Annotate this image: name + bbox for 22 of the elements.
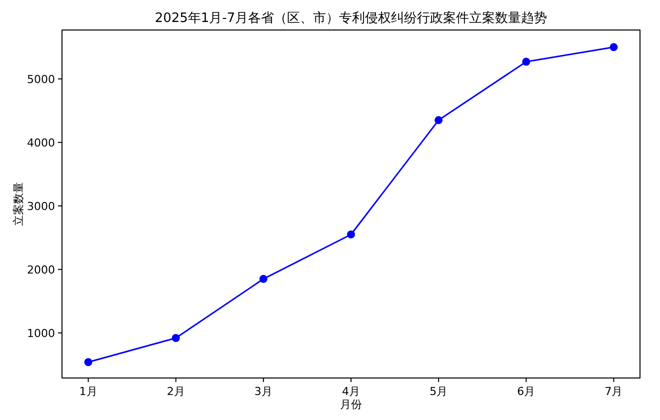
- x-tick-label: 3月: [254, 385, 272, 398]
- y-tick-label: 3000: [27, 200, 55, 213]
- point: [259, 274, 268, 283]
- point: [610, 43, 618, 52]
- y-tick-label: 2000: [27, 263, 55, 276]
- chart-title: 2025年1月-7月各省（区、市）专利侵权纠纷行政案件立案数量趋势: [154, 10, 548, 26]
- x-tick-label: 4月: [342, 385, 360, 398]
- point: [434, 116, 443, 124]
- point: [522, 58, 530, 66]
- y-tick-label: 5000: [27, 72, 55, 86]
- y-tick-label: 1000: [27, 326, 55, 340]
- x-tick-label: 1月: [79, 385, 98, 398]
- x-tick-label: 5月: [430, 385, 448, 398]
- point: [84, 358, 92, 366]
- y-tick-label: 4000: [27, 136, 55, 150]
- y-axis-title: 立案数量: [12, 182, 25, 226]
- x-tick-label: 2月: [166, 385, 185, 398]
- x-tick-label: 7月: [604, 385, 623, 398]
- x-tick-label: 6月: [517, 385, 536, 398]
- point: [347, 230, 355, 238]
- point: [172, 334, 180, 342]
- x-axis-title: 月份: [340, 398, 362, 411]
